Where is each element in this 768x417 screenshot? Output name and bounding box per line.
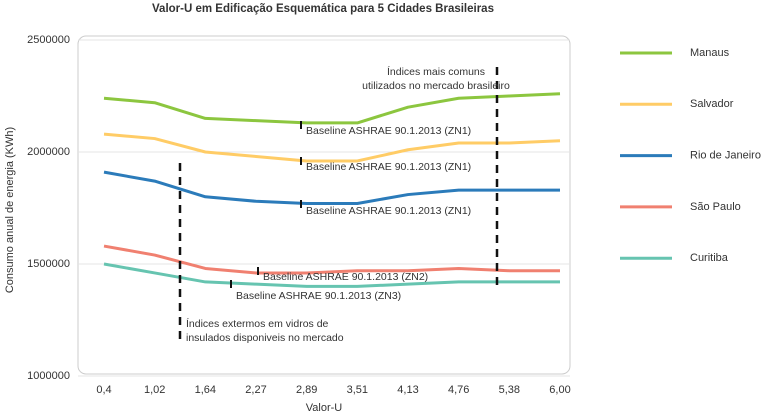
x-tick-label: 1,02	[144, 384, 165, 396]
x-tick-label: 5,38	[499, 384, 520, 396]
annotation: Índices mais comuns	[387, 65, 485, 78]
plot: 1000000 1500000 2000000 2500000 0,4 1,02 1,64 2…	[27, 34, 761, 396]
annotation: Baseline ASHRAE 90.1.2013 (ZN1)	[306, 205, 471, 217]
x-tick-label: 6,00	[549, 384, 570, 396]
x-tick-label: 4,13	[397, 384, 418, 396]
x-tick-label: 3,51	[347, 384, 368, 396]
legend-label: Salvador	[690, 98, 734, 110]
series-line	[103, 244, 560, 275]
x-tick-label: 4,76	[448, 384, 469, 396]
legend-label: Manaus	[690, 47, 730, 59]
series-line	[103, 132, 561, 163]
annotation: Baseline ASHRAE 90.1.2013 (ZN3)	[236, 290, 401, 302]
x-tick-label: 1,64	[195, 384, 216, 396]
annotation: Índices extermos em vidros de	[186, 317, 329, 330]
legend-label: Curitiba	[690, 252, 729, 264]
annotation: utilizados no mercado brasileiro	[362, 80, 510, 92]
annotations: Índices mais comuns utilizados no mercad…	[178, 65, 510, 344]
y-axis-label: Consumo anual de energia (KWh)	[4, 127, 16, 293]
x-tick-label: 2,27	[245, 384, 266, 396]
plot-frame	[77, 35, 571, 375]
legend-label: São Paulo	[690, 201, 741, 213]
x-tick-label: 0,4	[96, 384, 111, 396]
y-tick-label: 1000000	[27, 370, 70, 382]
y-tick-label: 2000000	[27, 146, 70, 158]
annotation: Baseline ASHRAE 90.1.2013 (ZN1)	[306, 125, 471, 137]
series-line	[103, 92, 561, 125]
chart-title: Valor-U em Edificação Esquemática para 5…	[152, 3, 494, 15]
series-line	[103, 170, 560, 206]
annotation: insulados disponiveis no mercado	[186, 332, 344, 344]
annotation: Baseline ASHRAE 90.1.2013 (ZN1)	[306, 161, 471, 173]
x-tick-label: 2,89	[296, 384, 317, 396]
annotation: Baseline ASHRAE 90.1.2013 (ZN2)	[263, 271, 428, 283]
y-tick-label: 2500000	[27, 34, 70, 46]
legend-label: Rio de Janeiro	[690, 150, 761, 162]
y-tick-label: 1500000	[27, 258, 70, 270]
x-axis-label: Valor-U	[306, 402, 343, 414]
